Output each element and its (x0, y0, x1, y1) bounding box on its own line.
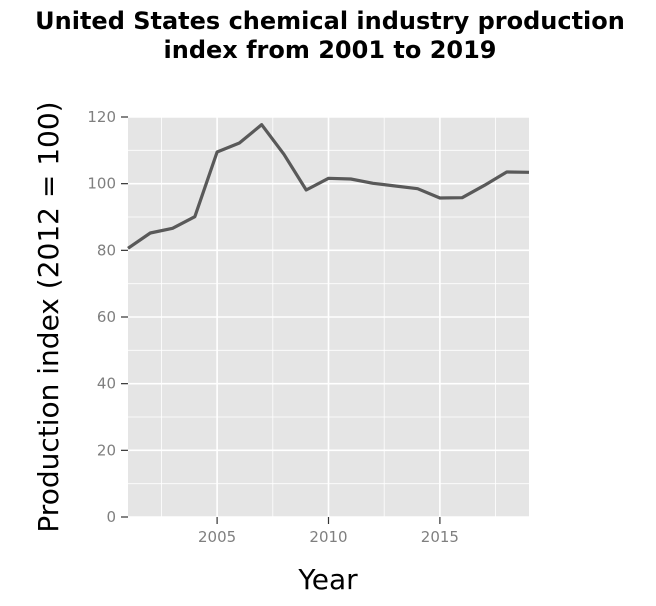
x-axis-title: Year (297, 563, 358, 596)
data-line-layer (127, 123, 530, 250)
x-tick-label: 2005 (198, 528, 236, 546)
x-tick-label: 2015 (421, 528, 459, 546)
series-line (127, 123, 530, 250)
y-tick-label: 20 (97, 441, 116, 459)
y-tick-label: 0 (106, 508, 116, 526)
y-axis-title: Production index (2012 = 100) (32, 101, 65, 532)
x-tick-label: 2010 (309, 528, 347, 546)
y-tick-label: 60 (97, 308, 116, 326)
y-tick-label: 80 (97, 241, 116, 259)
axis-ticks: 0 20 40 60 80 100 120 2005 2010 2015 (87, 108, 459, 546)
y-tick-label: 120 (87, 108, 116, 126)
chart-title-line-2: index from 2001 to 2019 (164, 36, 497, 64)
chart-title-line-1: United States chemical industry producti… (35, 7, 625, 35)
y-tick-label: 100 (87, 175, 116, 193)
y-tick-label: 40 (97, 375, 116, 393)
